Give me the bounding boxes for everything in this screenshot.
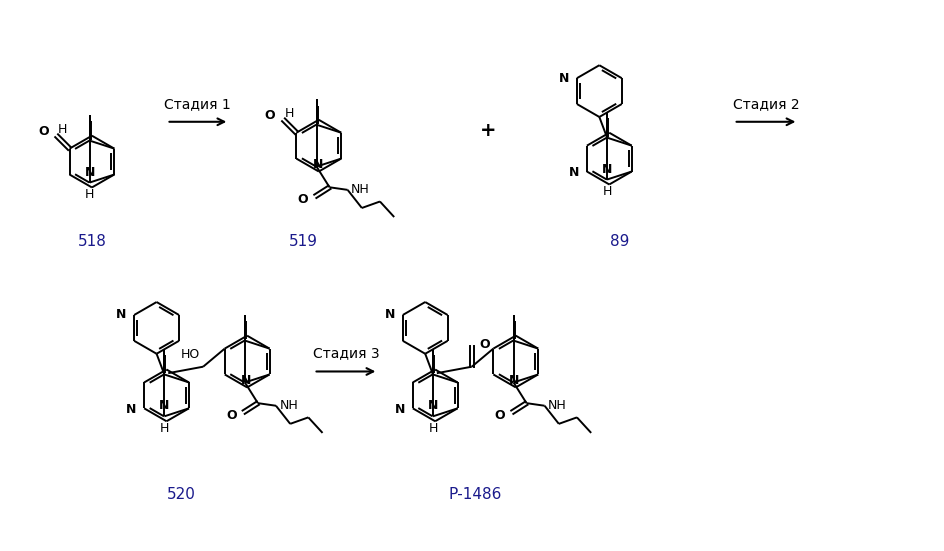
Text: N: N — [602, 163, 613, 176]
Text: 520: 520 — [167, 488, 196, 503]
Text: NH: NH — [351, 183, 370, 196]
Text: H: H — [58, 123, 67, 136]
Text: 89: 89 — [610, 234, 629, 249]
Text: N: N — [568, 166, 579, 179]
Text: O: O — [297, 193, 309, 206]
Text: O: O — [226, 409, 237, 422]
Text: H: H — [160, 422, 169, 435]
Text: N: N — [510, 374, 520, 387]
Text: N: N — [428, 399, 438, 412]
Text: O: O — [38, 125, 49, 138]
Text: Р-1486: Р-1486 — [448, 488, 501, 503]
Text: +: + — [480, 121, 497, 141]
Text: N: N — [160, 399, 170, 412]
Text: 519: 519 — [290, 234, 318, 249]
Text: N: N — [384, 309, 395, 321]
Text: NH: NH — [279, 399, 298, 412]
Text: O: O — [480, 338, 490, 350]
Text: H: H — [602, 186, 612, 198]
Text: N: N — [559, 72, 569, 85]
Text: N: N — [312, 158, 323, 171]
Text: N: N — [116, 309, 126, 321]
Text: N: N — [85, 165, 95, 179]
Text: HO: HO — [181, 348, 200, 361]
Text: Стадия 2: Стадия 2 — [733, 97, 800, 111]
Text: N: N — [395, 403, 405, 416]
Text: Стадия 1: Стадия 1 — [164, 97, 230, 111]
Text: N: N — [241, 374, 251, 387]
Text: O: O — [265, 109, 276, 122]
Text: N: N — [126, 403, 136, 416]
Text: O: O — [495, 409, 505, 422]
Text: 518: 518 — [77, 234, 107, 249]
Text: Стадия 3: Стадия 3 — [312, 347, 379, 360]
Text: NH: NH — [548, 399, 567, 412]
Text: H: H — [85, 188, 94, 202]
Text: H: H — [429, 422, 438, 435]
Text: H: H — [285, 107, 295, 120]
